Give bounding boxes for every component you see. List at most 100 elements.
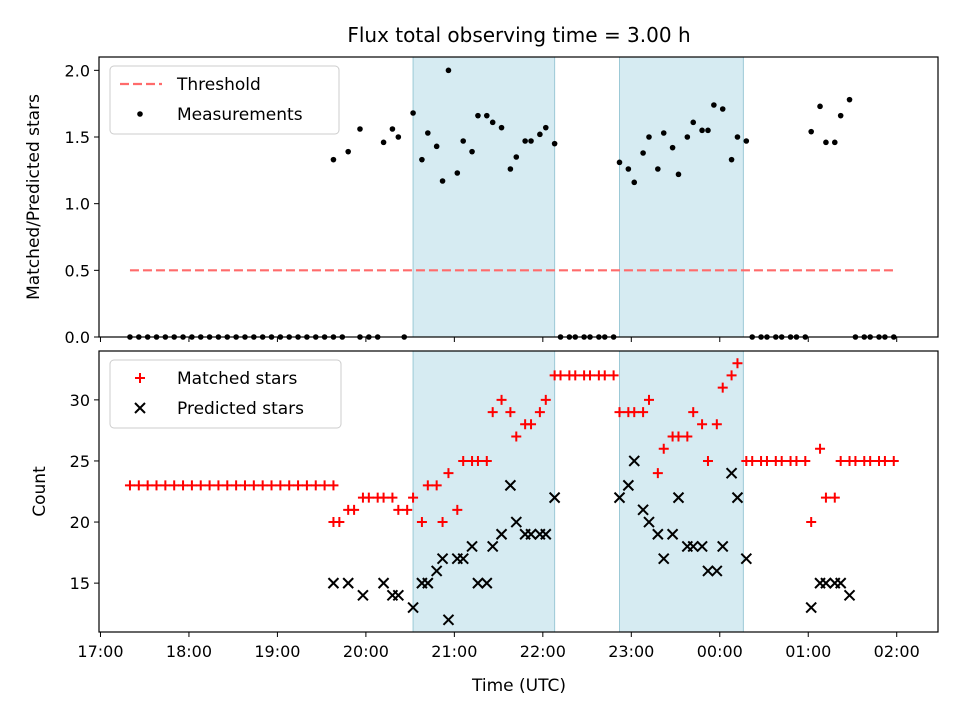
predicted-star-point [711, 565, 723, 577]
measurement-point [513, 154, 520, 160]
matched-star-point [334, 517, 345, 528]
measurement-point [551, 140, 558, 147]
predicted-star-point [666, 528, 679, 540]
matched-star-point [169, 480, 180, 491]
legend-entry-label: Matched stars [177, 369, 297, 389]
matched-star-point [458, 455, 469, 466]
matched-star-point [239, 480, 250, 491]
x-tick-label: 20:00 [343, 642, 389, 661]
matched-star-point [408, 492, 419, 503]
predicted-star-point [525, 528, 537, 540]
matched-star-point [865, 455, 876, 466]
matched-star-point [160, 480, 171, 491]
matched-star-point [638, 407, 649, 418]
y-tick-label: 15 [70, 574, 90, 593]
measurement-point [728, 156, 735, 163]
measurement-point [655, 166, 661, 172]
matched-star-point [328, 480, 339, 491]
predicted-star-point [442, 614, 455, 626]
measurement-point [489, 119, 496, 126]
measurement-point [711, 102, 717, 108]
matched-star-point [431, 480, 442, 491]
matched-star-point [387, 492, 398, 503]
observing-window-band [619, 56, 744, 338]
legend-predicted-swatch [134, 402, 146, 414]
predicted-star-point [436, 552, 449, 565]
predicted-star-point [495, 528, 508, 540]
matched-star-point [850, 455, 861, 466]
measurement-point [734, 134, 741, 140]
legend-entry-label: Threshold [176, 75, 261, 95]
matched-star-point [800, 455, 811, 466]
matched-star-point [702, 455, 713, 466]
y-tick-label: 0.5 [65, 261, 90, 280]
legend-box [109, 359, 342, 429]
matched-star-point [570, 370, 581, 381]
predicted-star-point [658, 552, 670, 565]
x-tick-label: 01:00 [785, 642, 831, 661]
axes-frame [98, 56, 939, 338]
measurement-point [846, 96, 853, 103]
matched-star-point [275, 480, 286, 491]
observing-window-band [412, 350, 556, 633]
predicted-star-point [481, 577, 493, 589]
predicted-star-point [457, 552, 469, 565]
x-tick-label: 18:00 [166, 642, 212, 661]
matched-star-point [204, 480, 215, 491]
matched-star-point [711, 419, 722, 430]
matched-star-point [496, 394, 507, 405]
matched-star-point [682, 431, 693, 442]
matched-star-point [293, 480, 304, 491]
x-tick-label: 22:00 [520, 642, 566, 661]
measurement-point [469, 148, 475, 155]
predicted-star-point [622, 479, 635, 492]
y-tick-label: 1.5 [65, 128, 90, 147]
matched-star-point [511, 431, 522, 442]
axes-frame [98, 350, 939, 633]
measurement-point [419, 156, 425, 163]
matched-star-point [266, 480, 277, 491]
measurement-point [640, 150, 646, 156]
matched-star-point [776, 455, 787, 466]
measurement-point [389, 126, 396, 132]
y-axis-label: Count [30, 466, 50, 517]
matched-star-point [487, 407, 498, 418]
predicted-star-point [504, 479, 517, 492]
x-tick-label: 17:00 [77, 642, 123, 661]
chart-title: Flux total observing time = 3.00 h [347, 23, 690, 47]
matched-star-point [142, 480, 153, 491]
predicted-star-point [510, 516, 522, 528]
measurement-point [507, 166, 514, 172]
y-axis-label: Matched/Predicted stars [24, 94, 44, 300]
predicted-star-point [820, 577, 832, 589]
measurement-point [380, 139, 387, 146]
x-tick-label: 02:00 [874, 642, 920, 661]
measurement-point [823, 139, 829, 146]
predicted-star-point [834, 577, 847, 589]
matched-star-point [673, 431, 684, 442]
legend-entry-label: Predicted stars [177, 399, 304, 419]
matched-star-point [540, 394, 551, 405]
matched-star-point [437, 517, 448, 528]
matched-star-point [806, 517, 817, 528]
measurement-point [345, 148, 351, 155]
matched-star-point [402, 504, 413, 515]
matched-star-point [747, 455, 758, 466]
predicted-star-point [843, 589, 856, 602]
matched-star-point [697, 419, 708, 430]
measurement-point [475, 112, 481, 119]
matched-star-point [629, 407, 640, 418]
ratio-panel: 0.0 0.5 1.0 1.5 2.0 Matched/Predicted stars Th… [24, 56, 939, 347]
measurement-point [831, 139, 838, 146]
predicted-star-point [472, 577, 484, 589]
measurement-point [669, 144, 676, 151]
y-tick-label: 30 [70, 391, 90, 410]
measurement-point [616, 159, 623, 166]
measurement-point [498, 124, 505, 131]
matched-star-point [835, 455, 846, 466]
predicted-star-point [702, 565, 714, 577]
predicted-star-point [327, 577, 340, 589]
matched-star-point [658, 443, 669, 454]
legend-matched-swatch [135, 373, 145, 383]
matched-star-point [555, 370, 566, 381]
